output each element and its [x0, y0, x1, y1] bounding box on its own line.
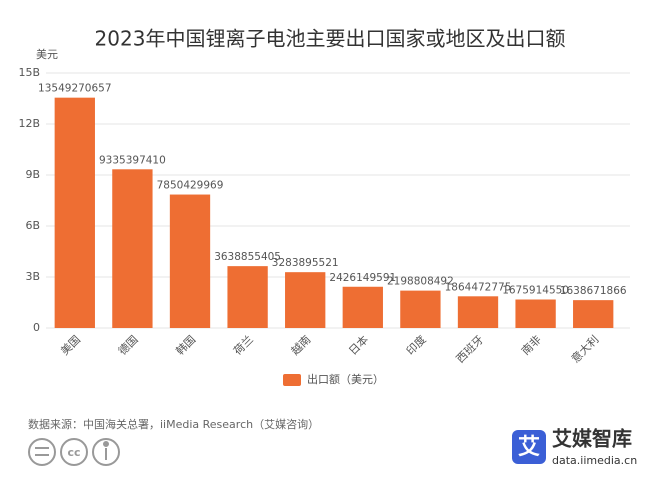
- bar: [400, 290, 441, 328]
- bar: [515, 299, 556, 328]
- brand-icon: [512, 430, 546, 464]
- y-unit: 美元: [36, 48, 58, 61]
- value-label: 1638671866: [560, 285, 627, 297]
- bar: [112, 169, 153, 328]
- bar: [457, 296, 499, 328]
- value-label: 3283895521: [272, 257, 339, 269]
- value-label: 9335397410: [99, 154, 166, 166]
- value-label: 3638855405: [214, 251, 281, 263]
- brand-name: 艾媒智库: [552, 427, 632, 451]
- y-tick-label: 9B: [25, 168, 40, 181]
- brand-icon-text: 艾: [518, 435, 540, 460]
- value-label: 7850429969: [157, 180, 224, 192]
- y-tick-label: 3B: [25, 270, 40, 283]
- value-label: 2426149591: [329, 272, 396, 284]
- y-tick-label: 15B: [18, 66, 40, 79]
- value-label: 2198808492: [387, 276, 454, 288]
- bar: [169, 194, 211, 328]
- license-icons: cc: [28, 438, 120, 466]
- value-label: 1864472775: [445, 281, 512, 293]
- svg-text:cc: cc: [67, 446, 80, 459]
- value-label: 13549270657: [38, 83, 112, 95]
- y-tick-label: 6B: [25, 219, 40, 232]
- bar: [227, 266, 268, 328]
- bar: [54, 97, 95, 328]
- legend-swatch: [283, 374, 301, 386]
- y-tick-label: 0: [33, 321, 40, 334]
- bar: [342, 286, 383, 328]
- bar: [573, 300, 614, 328]
- chart-title: 2023年中国锂离子电池主要出口国家或地区及出口额: [95, 27, 566, 51]
- legend-label: 出口额（美元）: [307, 372, 384, 386]
- bar: [285, 272, 326, 328]
- brand-url: data.iimedia.cn: [552, 454, 637, 467]
- source: 数据来源：中国海关总署，iiMedia Research（艾媒咨询）: [28, 417, 319, 431]
- value-label: 1675914550: [502, 285, 569, 297]
- y-tick-label: 12B: [18, 117, 40, 130]
